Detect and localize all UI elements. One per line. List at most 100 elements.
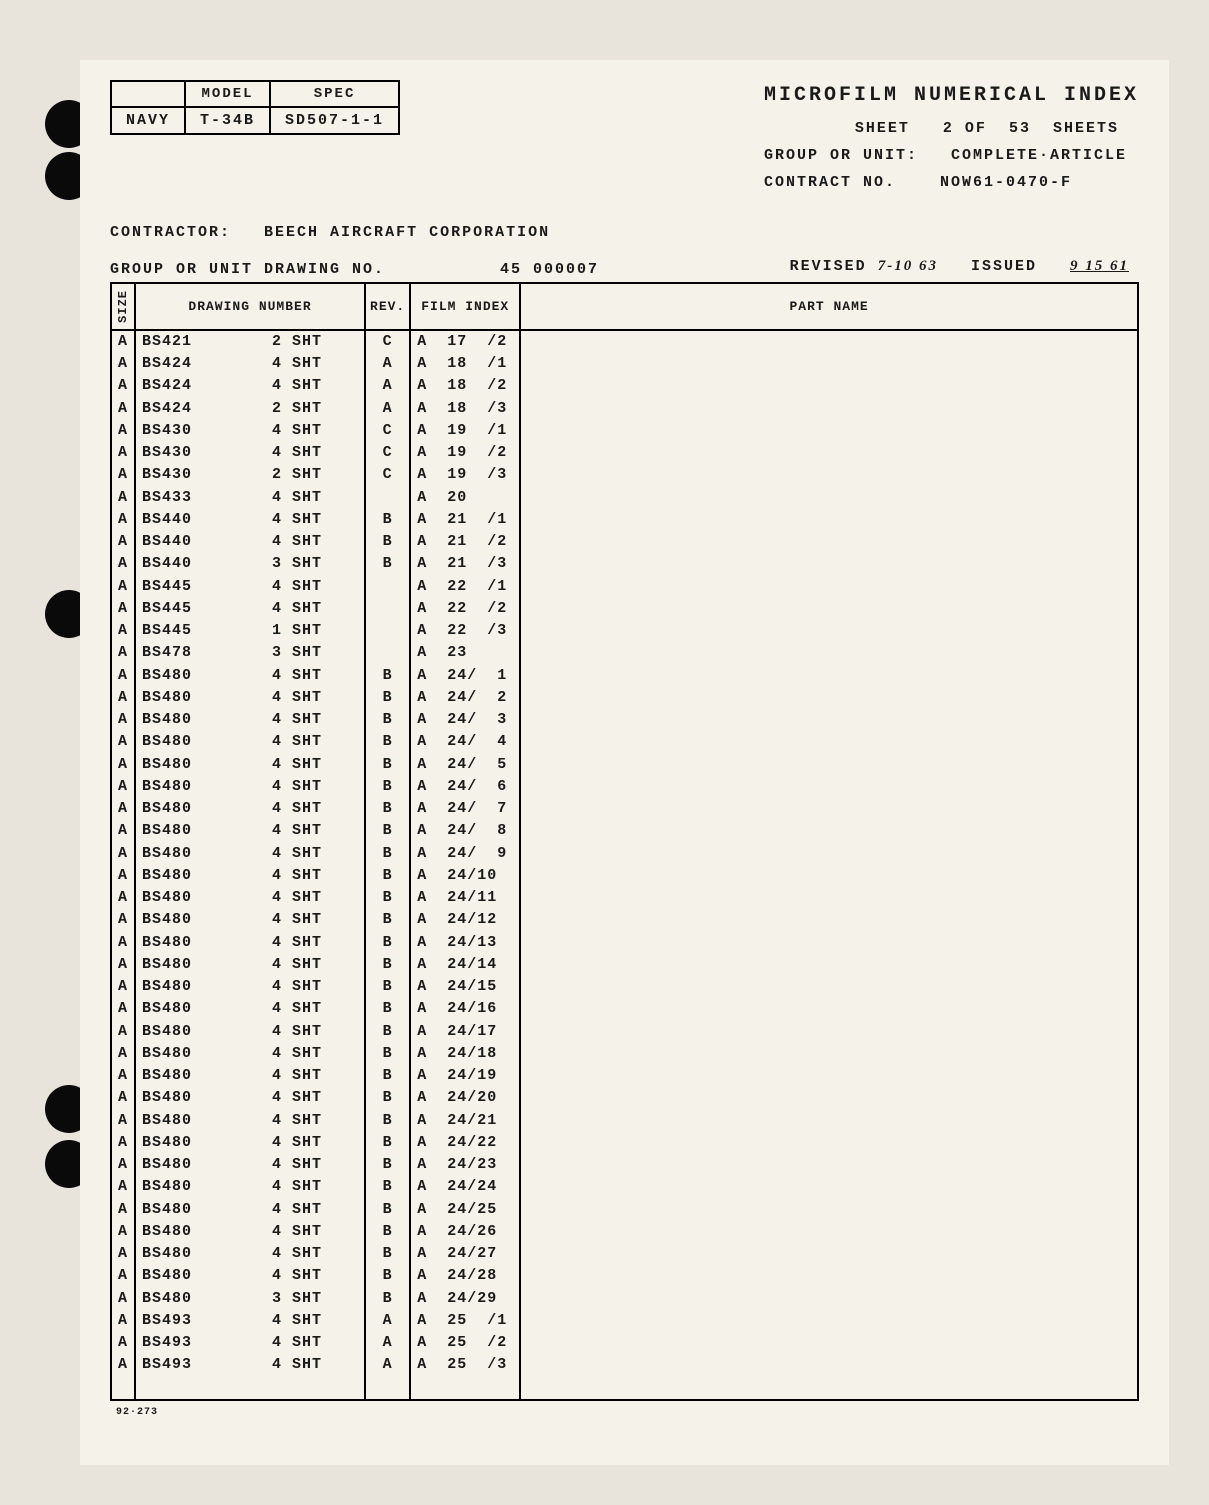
col-film-index: FILM INDEX: [410, 283, 520, 330]
cell-part-name: [520, 553, 1138, 575]
cell-size: A: [111, 754, 135, 776]
cell-part-name: [520, 531, 1138, 553]
table-row: ABS480 4 SHTBA 24/10: [111, 865, 1138, 887]
cell-size: A: [111, 509, 135, 531]
cell-size: A: [111, 531, 135, 553]
cell-size: A: [111, 464, 135, 486]
cell-part-name: [520, 887, 1138, 909]
cell-drawing-number: BS480 4 SHT: [135, 1176, 365, 1198]
data-table: SIZE DRAWING NUMBER REV. FILM INDEX PART…: [110, 282, 1139, 1401]
cell-drawing-number: BS480 4 SHT: [135, 687, 365, 709]
cell-drawing-number: BS440 4 SHT: [135, 509, 365, 531]
sheets-label: SHEETS: [1053, 120, 1119, 137]
cell-film-index: A 19 /2: [410, 442, 520, 464]
cell-rev: B: [365, 1221, 410, 1243]
cell-drawing-number: BS480 4 SHT: [135, 887, 365, 909]
header-right: MICROFILM NUMERICAL INDEX SHEET 2 OF 53 …: [764, 80, 1139, 196]
table-row: ABS445 4 SHTA 22 /2: [111, 598, 1138, 620]
cell-film-index: A 24/27: [410, 1243, 520, 1265]
cell-size: A: [111, 420, 135, 442]
cell-film-index: A 24/13: [410, 932, 520, 954]
cell-film-index: A 24/ 3: [410, 709, 520, 731]
cell-drawing-number: BS480 4 SHT: [135, 776, 365, 798]
cell-film-index: A 18 /3: [410, 398, 520, 420]
spec-label: SPEC: [270, 81, 399, 107]
cell-size: A: [111, 954, 135, 976]
table-row: ABS480 4 SHTBA 24/27: [111, 1243, 1138, 1265]
cell-drawing-number: BS421 2 SHT: [135, 330, 365, 353]
col-drawing-number: DRAWING NUMBER: [135, 283, 365, 330]
cell-part-name: [520, 420, 1138, 442]
cell-size: A: [111, 909, 135, 931]
cell-drawing-number: BS480 3 SHT: [135, 1288, 365, 1310]
cell-rev: B: [365, 798, 410, 820]
cell-drawing-number: BS480 4 SHT: [135, 976, 365, 998]
cell-film-index: A 24/16: [410, 998, 520, 1020]
cell-part-name: [520, 709, 1138, 731]
cell-rev: [365, 620, 410, 642]
table-row: ABS480 4 SHTBA 24/ 1: [111, 665, 1138, 687]
cell-drawing-number: BS480 4 SHT: [135, 1221, 365, 1243]
cell-size: A: [111, 843, 135, 865]
cell-drawing-number: BS480 4 SHT: [135, 1110, 365, 1132]
cell-rev: B: [365, 509, 410, 531]
cell-part-name: [520, 932, 1138, 954]
meta-block: SHEET 2 OF 53 SHEETS GROUP OR UNIT: COMP…: [764, 115, 1139, 196]
cell-film-index: A 21 /1: [410, 509, 520, 531]
contractor-line: CONTRACTOR: BEECH AIRCRAFT CORPORATION: [110, 224, 1139, 241]
cell-part-name: [520, 442, 1138, 464]
sheet-total: 53: [1009, 120, 1031, 137]
cell-rev: B: [365, 553, 410, 575]
cell-part-name: [520, 1265, 1138, 1287]
cell-film-index: A 22 /3: [410, 620, 520, 642]
cell-rev: [365, 576, 410, 598]
cell-part-name: [520, 954, 1138, 976]
cell-size: A: [111, 998, 135, 1020]
cell-film-index: A 24/ 6: [410, 776, 520, 798]
cell-film-index: A 24/ 7: [410, 798, 520, 820]
cell-film-index: A 21 /3: [410, 553, 520, 575]
table-row: ABS433 4 SHTA 20: [111, 487, 1138, 509]
cell-rev: B: [365, 1265, 410, 1287]
model-value: T-34B: [185, 107, 270, 134]
cell-drawing-number: BS480 4 SHT: [135, 798, 365, 820]
table-row: ABS480 4 SHTBA 24/15: [111, 976, 1138, 998]
table-row: ABS480 4 SHTBA 24/ 8: [111, 820, 1138, 842]
group-unit-line: GROUP OR UNIT: COMPLETE·ARTICLE: [764, 142, 1139, 169]
table-row: ABS480 3 SHTBA 24/29: [111, 1288, 1138, 1310]
table-row: ABS493 4 SHTAA 25 /3: [111, 1354, 1138, 1376]
cell-part-name: [520, 820, 1138, 842]
cell-drawing-number: BS480 4 SHT: [135, 1087, 365, 1109]
cell-size: A: [111, 1288, 135, 1310]
table-row: ABS440 4 SHTBA 21 /1: [111, 509, 1138, 531]
cell-rev: B: [365, 665, 410, 687]
cell-rev: B: [365, 1132, 410, 1154]
cell-film-index: A 22 /1: [410, 576, 520, 598]
cell-rev: A: [365, 1332, 410, 1354]
cell-drawing-number: BS445 1 SHT: [135, 620, 365, 642]
group-unit-label: GROUP OR UNIT:: [764, 147, 918, 164]
contract-value: NOW61-0470-F: [940, 174, 1072, 191]
cell-part-name: [520, 687, 1138, 709]
navy-cell: NAVY: [111, 107, 185, 134]
cell-size: A: [111, 576, 135, 598]
cell-film-index: A 19 /3: [410, 464, 520, 486]
table-row: ABS480 4 SHTBA 24/16: [111, 998, 1138, 1020]
col-part-name: PART NAME: [520, 283, 1138, 330]
cell-rev: A: [365, 375, 410, 397]
cell-drawing-number: BS480 4 SHT: [135, 1243, 365, 1265]
table-row: ABS480 4 SHTBA 24/25: [111, 1199, 1138, 1221]
cell-rev: B: [365, 754, 410, 776]
cell-drawing-number: BS480 4 SHT: [135, 665, 365, 687]
cell-rev: C: [365, 420, 410, 442]
cell-size: A: [111, 1043, 135, 1065]
cell-size: A: [111, 798, 135, 820]
cell-film-index: A 24/ 8: [410, 820, 520, 842]
cell-rev: B: [365, 1243, 410, 1265]
cell-rev: B: [365, 909, 410, 931]
cell-rev: B: [365, 1199, 410, 1221]
cell-rev: C: [365, 464, 410, 486]
table-row: ABS480 4 SHTBA 24/23: [111, 1154, 1138, 1176]
form-blank-cell: [111, 81, 185, 107]
cell-size: A: [111, 709, 135, 731]
